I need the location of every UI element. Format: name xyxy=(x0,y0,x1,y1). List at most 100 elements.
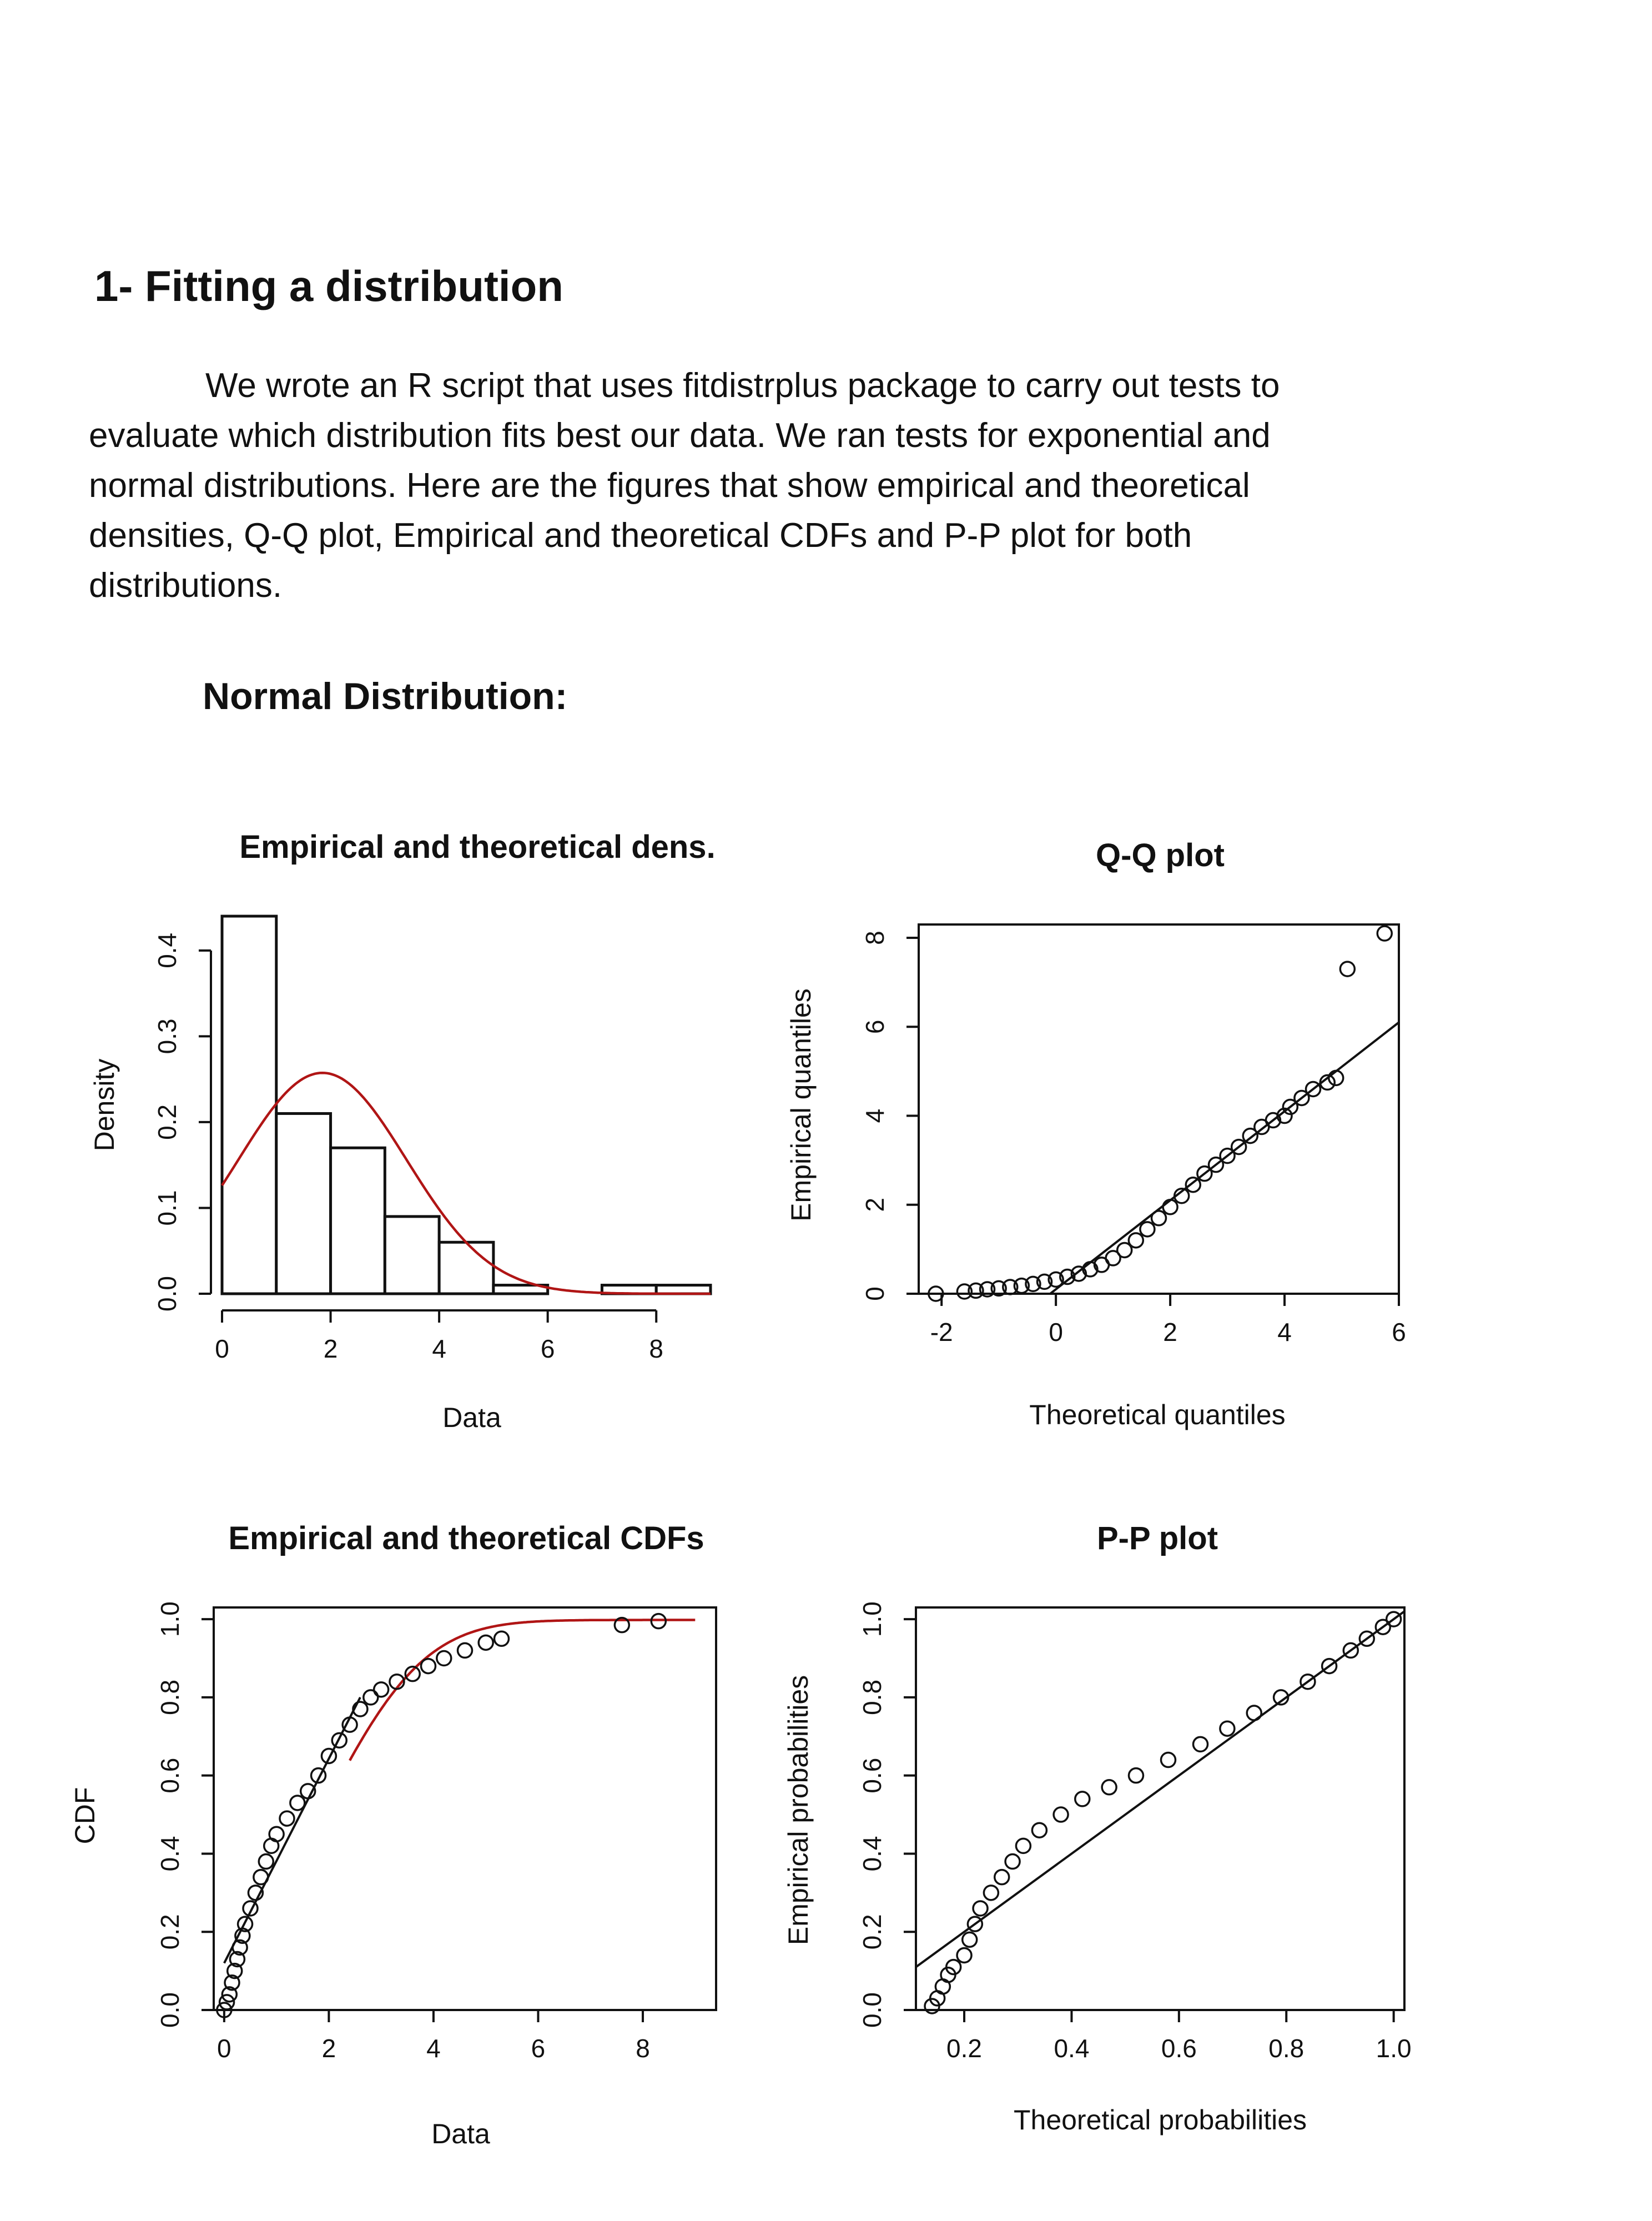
data-point xyxy=(299,1783,316,1800)
x-tick-label: -2 xyxy=(930,1318,953,1346)
data-point xyxy=(310,1767,327,1784)
data-point xyxy=(226,1962,243,1979)
data-point xyxy=(956,1283,973,1300)
x-tick-label: 4 xyxy=(1277,1318,1292,1346)
y-tick-label: 0.2 xyxy=(858,1914,887,1949)
y-tick-label: 8 xyxy=(860,931,889,945)
data-point xyxy=(1036,1273,1053,1290)
data-point xyxy=(1101,1779,1117,1796)
y-tick-label: 0.8 xyxy=(155,1680,184,1715)
y-tick-label: 0.0 xyxy=(155,1992,184,2028)
data-point xyxy=(1246,1705,1262,1721)
plot-frame xyxy=(918,923,1400,1295)
plot-frame xyxy=(915,1606,1406,2011)
y-tick-label: 0.8 xyxy=(858,1680,887,1715)
data-point xyxy=(1242,1127,1259,1144)
data-point xyxy=(231,1939,248,1956)
x-tick-label: 4 xyxy=(426,2034,441,2063)
x-axis-label: Data xyxy=(431,2118,490,2149)
data-point xyxy=(1105,1250,1121,1267)
y-tick-label: 1.0 xyxy=(155,1601,184,1637)
x-tick-label: 6 xyxy=(1392,1318,1406,1346)
x-tick-label: 0 xyxy=(1049,1318,1063,1346)
data-point xyxy=(1031,1822,1048,1838)
data-point xyxy=(945,1958,962,1976)
x-tick-label: 2 xyxy=(324,1334,338,1363)
qq-plot: Q-Q plot Theoretical quantiles Empirical q… xyxy=(785,837,1406,1430)
density-plot: Empirical and theoretical dens. Data Densi… xyxy=(89,829,716,1433)
data-point xyxy=(221,1986,238,2003)
data-point xyxy=(268,1826,285,1843)
y-tick-label: 0.3 xyxy=(153,1018,182,1054)
y-tick-label: 0.2 xyxy=(155,1914,184,1949)
histogram-bar xyxy=(492,1284,550,1295)
data-point xyxy=(1116,1242,1133,1259)
data-point xyxy=(1385,1611,1402,1627)
y-axis-label: CDF xyxy=(69,1787,100,1845)
data-point xyxy=(279,1810,295,1827)
y-axis-label: Empirical probabilities xyxy=(783,1675,814,1945)
theoretical-cdf-curve xyxy=(349,1619,696,1761)
section-heading: 1- Fitting a distribution xyxy=(94,262,563,310)
x-tick-label: 8 xyxy=(636,2034,650,2063)
data-point xyxy=(993,1868,1010,1886)
data-point xyxy=(493,1630,510,1647)
histogram-bar xyxy=(329,1146,386,1295)
data-point xyxy=(1082,1261,1099,1278)
data-point xyxy=(1321,1657,1338,1675)
data-point xyxy=(1265,1112,1282,1129)
data-point xyxy=(1196,1165,1213,1182)
data-point xyxy=(1162,1199,1178,1215)
data-point xyxy=(477,1634,494,1651)
data-point xyxy=(1230,1138,1247,1155)
y-tick-label: 0.4 xyxy=(155,1836,184,1871)
x-tick-label: 0.6 xyxy=(1161,2034,1197,2063)
data-point xyxy=(979,1281,996,1298)
data-point xyxy=(972,1900,989,1917)
x-tick-label: 6 xyxy=(531,2034,546,2063)
data-point xyxy=(1185,1176,1202,1193)
data-point xyxy=(247,1885,264,1901)
x-tick-label: 1.0 xyxy=(1376,2034,1412,2063)
data-point xyxy=(613,1616,631,1634)
plot-title: Empirical and theoretical dens. xyxy=(239,829,715,865)
data-point xyxy=(362,1689,379,1706)
data-point xyxy=(341,1716,358,1733)
plot-title: Empirical and theoretical CDFs xyxy=(228,1520,704,1556)
data-point xyxy=(1300,1673,1316,1690)
data-point xyxy=(1219,1147,1236,1164)
y-tick-label: 0 xyxy=(860,1287,889,1301)
data-point xyxy=(956,1947,973,1964)
data-point xyxy=(331,1732,347,1749)
y-tick-label: 0.1 xyxy=(153,1190,182,1225)
plot-title: Q-Q plot xyxy=(1096,837,1225,873)
data-point xyxy=(389,1673,405,1690)
histogram-bar xyxy=(383,1215,441,1295)
data-point xyxy=(1207,1156,1225,1173)
data-point xyxy=(1015,1837,1032,1855)
reference-line xyxy=(1049,1021,1400,1295)
x-tick-label: 6 xyxy=(541,1334,555,1363)
data-point xyxy=(1013,1277,1030,1294)
cdf-plot: Empirical and theoretical CDFs Data CDF 0 2 4… xyxy=(69,1520,717,2149)
data-point xyxy=(218,1994,235,2011)
data-point xyxy=(1004,1853,1021,1870)
pp-plot: P-P plot Theoretical probabilities Empiric… xyxy=(783,1520,1412,2135)
data-point xyxy=(968,1282,984,1299)
data-point xyxy=(650,1612,667,1630)
data-point xyxy=(1374,1619,1392,1635)
data-point xyxy=(1160,1751,1177,1768)
reference-line xyxy=(223,1696,361,1964)
histogram-bar xyxy=(437,1240,495,1295)
y-tick-label: 0.2 xyxy=(153,1104,182,1140)
x-tick-label: 0 xyxy=(215,1334,229,1363)
data-point xyxy=(224,1974,240,1991)
plot-frame xyxy=(213,1606,717,2011)
data-point xyxy=(1327,1069,1344,1087)
y-tick-label: 0.0 xyxy=(858,1992,887,2028)
data-point xyxy=(1339,961,1356,977)
reference-line xyxy=(915,1610,1406,1968)
x-axis-label: Data xyxy=(442,1402,501,1433)
y-tick-label: 0.6 xyxy=(858,1758,887,1793)
